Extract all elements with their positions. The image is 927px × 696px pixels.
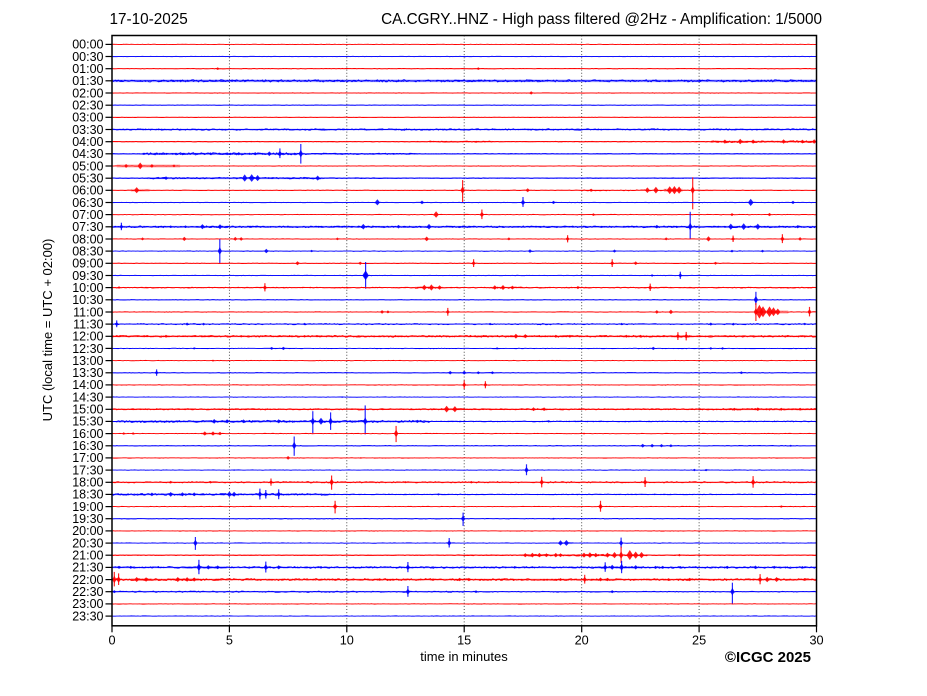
svg-text:23:30: 23:30 xyxy=(72,609,103,623)
svg-text:13:30: 13:30 xyxy=(72,366,103,380)
svg-text:06:30: 06:30 xyxy=(72,196,103,210)
svg-text:10: 10 xyxy=(340,633,354,647)
svg-text:12:30: 12:30 xyxy=(72,342,103,356)
svg-text:09:30: 09:30 xyxy=(72,269,103,283)
svg-text:02:00: 02:00 xyxy=(72,86,103,100)
svg-text:17-10-2025: 17-10-2025 xyxy=(110,11,188,28)
svg-text:05:30: 05:30 xyxy=(72,172,103,186)
svg-text:08:30: 08:30 xyxy=(72,244,103,258)
svg-text:02:30: 02:30 xyxy=(72,99,103,113)
svg-text:16:00: 16:00 xyxy=(72,427,103,441)
svg-text:18:00: 18:00 xyxy=(72,476,103,490)
svg-text:03:30: 03:30 xyxy=(72,123,103,137)
svg-text:07:30: 07:30 xyxy=(72,220,103,234)
svg-text:20: 20 xyxy=(575,633,589,647)
svg-text:19:30: 19:30 xyxy=(72,512,103,526)
svg-text:22:30: 22:30 xyxy=(72,585,103,599)
svg-text:01:00: 01:00 xyxy=(72,62,103,76)
svg-text:15: 15 xyxy=(457,633,471,647)
svg-text:0: 0 xyxy=(108,633,115,647)
svg-text:00:30: 00:30 xyxy=(72,50,103,64)
svg-text:21:00: 21:00 xyxy=(72,549,103,563)
svg-text:time in minutes: time in minutes xyxy=(420,649,508,664)
svg-text:14:00: 14:00 xyxy=(72,378,103,392)
svg-text:10:00: 10:00 xyxy=(72,281,103,295)
svg-text:03:00: 03:00 xyxy=(72,111,103,125)
svg-text:19:00: 19:00 xyxy=(72,500,103,514)
svg-text:22:00: 22:00 xyxy=(72,573,103,587)
svg-text:23:00: 23:00 xyxy=(72,597,103,611)
svg-text:20:30: 20:30 xyxy=(72,536,103,550)
svg-text:15:00: 15:00 xyxy=(72,403,103,417)
svg-text:13:00: 13:00 xyxy=(72,354,103,368)
svg-text:12:00: 12:00 xyxy=(72,330,103,344)
svg-text:08:00: 08:00 xyxy=(72,232,103,246)
svg-text:04:00: 04:00 xyxy=(72,135,103,149)
svg-text:©ICGC 2025: ©ICGC 2025 xyxy=(725,649,811,666)
svg-text:09:00: 09:00 xyxy=(72,257,103,271)
svg-text:CA.CGRY..HNZ - High pass filte: CA.CGRY..HNZ - High pass filtered @2Hz -… xyxy=(381,11,822,28)
svg-text:06:00: 06:00 xyxy=(72,184,103,198)
svg-text:11:30: 11:30 xyxy=(73,317,103,331)
svg-text:UTC (local time = UTC + 02:00): UTC (local time = UTC + 02:00) xyxy=(40,239,55,422)
svg-text:01:30: 01:30 xyxy=(72,74,103,88)
svg-text:17:30: 17:30 xyxy=(72,463,103,477)
svg-text:16:30: 16:30 xyxy=(72,439,103,453)
svg-text:25: 25 xyxy=(692,633,706,647)
svg-text:5: 5 xyxy=(226,633,233,647)
svg-text:17:00: 17:00 xyxy=(72,451,103,465)
svg-text:14:30: 14:30 xyxy=(72,390,103,404)
svg-text:04:30: 04:30 xyxy=(72,147,103,161)
svg-text:00:00: 00:00 xyxy=(72,38,103,52)
svg-text:18:30: 18:30 xyxy=(72,488,103,502)
svg-text:15:30: 15:30 xyxy=(72,415,103,429)
svg-text:10:30: 10:30 xyxy=(72,293,103,307)
svg-text:20:00: 20:00 xyxy=(72,524,103,538)
svg-text:21:30: 21:30 xyxy=(72,561,103,575)
svg-text:05:00: 05:00 xyxy=(72,159,103,173)
svg-text:30: 30 xyxy=(809,633,823,647)
svg-text:07:00: 07:00 xyxy=(72,208,103,222)
svg-text:11:00: 11:00 xyxy=(73,305,103,319)
